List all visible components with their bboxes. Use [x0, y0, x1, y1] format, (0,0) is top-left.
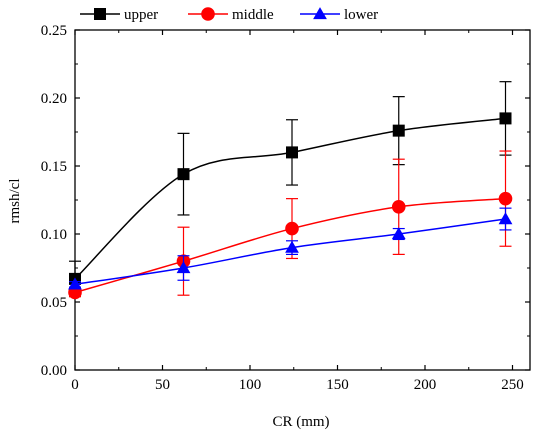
- series-lower: [68, 207, 513, 290]
- y-axis-label: rmsh/cl: [7, 179, 23, 224]
- y-tick-label: 0.00: [41, 363, 67, 379]
- data-point-upper: [177, 168, 190, 181]
- legend-marker-middle: [201, 7, 215, 21]
- x-tick-label: 0: [71, 377, 79, 393]
- data-point-lower: [391, 227, 406, 240]
- x-tick-label: 150: [326, 377, 349, 393]
- y-tick-label: 0.25: [41, 23, 67, 39]
- data-point-middle: [285, 221, 299, 236]
- axes: 0 50 100 150 200 250 0.00 0.05 0.10 0.15 0.20 0.25: [41, 23, 531, 393]
- data-point-upper: [286, 146, 298, 159]
- data-point-lower: [176, 261, 191, 274]
- data-point-upper: [392, 124, 405, 137]
- x-axis-label: CR (mm): [272, 414, 329, 430]
- legend-label-upper: upper: [124, 7, 158, 23]
- series-group: [68, 81, 513, 300]
- legend-item-middle: middle: [188, 7, 274, 23]
- y-tick-label: 0.15: [41, 159, 67, 175]
- data-point-upper: [499, 112, 512, 125]
- legend: upper middle lower: [80, 7, 378, 23]
- x-tick-label: 250: [501, 377, 524, 393]
- legend-marker-upper: [94, 8, 106, 20]
- y-tick-label: 0.10: [41, 227, 67, 243]
- series-upper: [69, 81, 512, 298]
- y-tick-label: 0.05: [41, 295, 67, 311]
- x-tick-label: 100: [239, 377, 262, 393]
- data-point-middle: [391, 200, 406, 214]
- legend-label-middle: middle: [232, 7, 274, 23]
- y-tick-label: 0.20: [41, 91, 67, 107]
- legend-item-upper: upper: [80, 7, 158, 23]
- x-tick-label: 200: [414, 377, 437, 393]
- series-middle: [68, 150, 513, 300]
- data-point-lower: [68, 277, 82, 290]
- data-point-middle: [498, 191, 513, 206]
- plot-frame: [74, 29, 531, 371]
- legend-item-lower: lower: [300, 7, 378, 23]
- x-tick-label: 50: [155, 377, 170, 393]
- data-point-lower: [498, 212, 513, 225]
- legend-marker-lower: [313, 7, 327, 20]
- legend-label-lower: lower: [344, 7, 378, 23]
- data-point-lower: [285, 240, 299, 253]
